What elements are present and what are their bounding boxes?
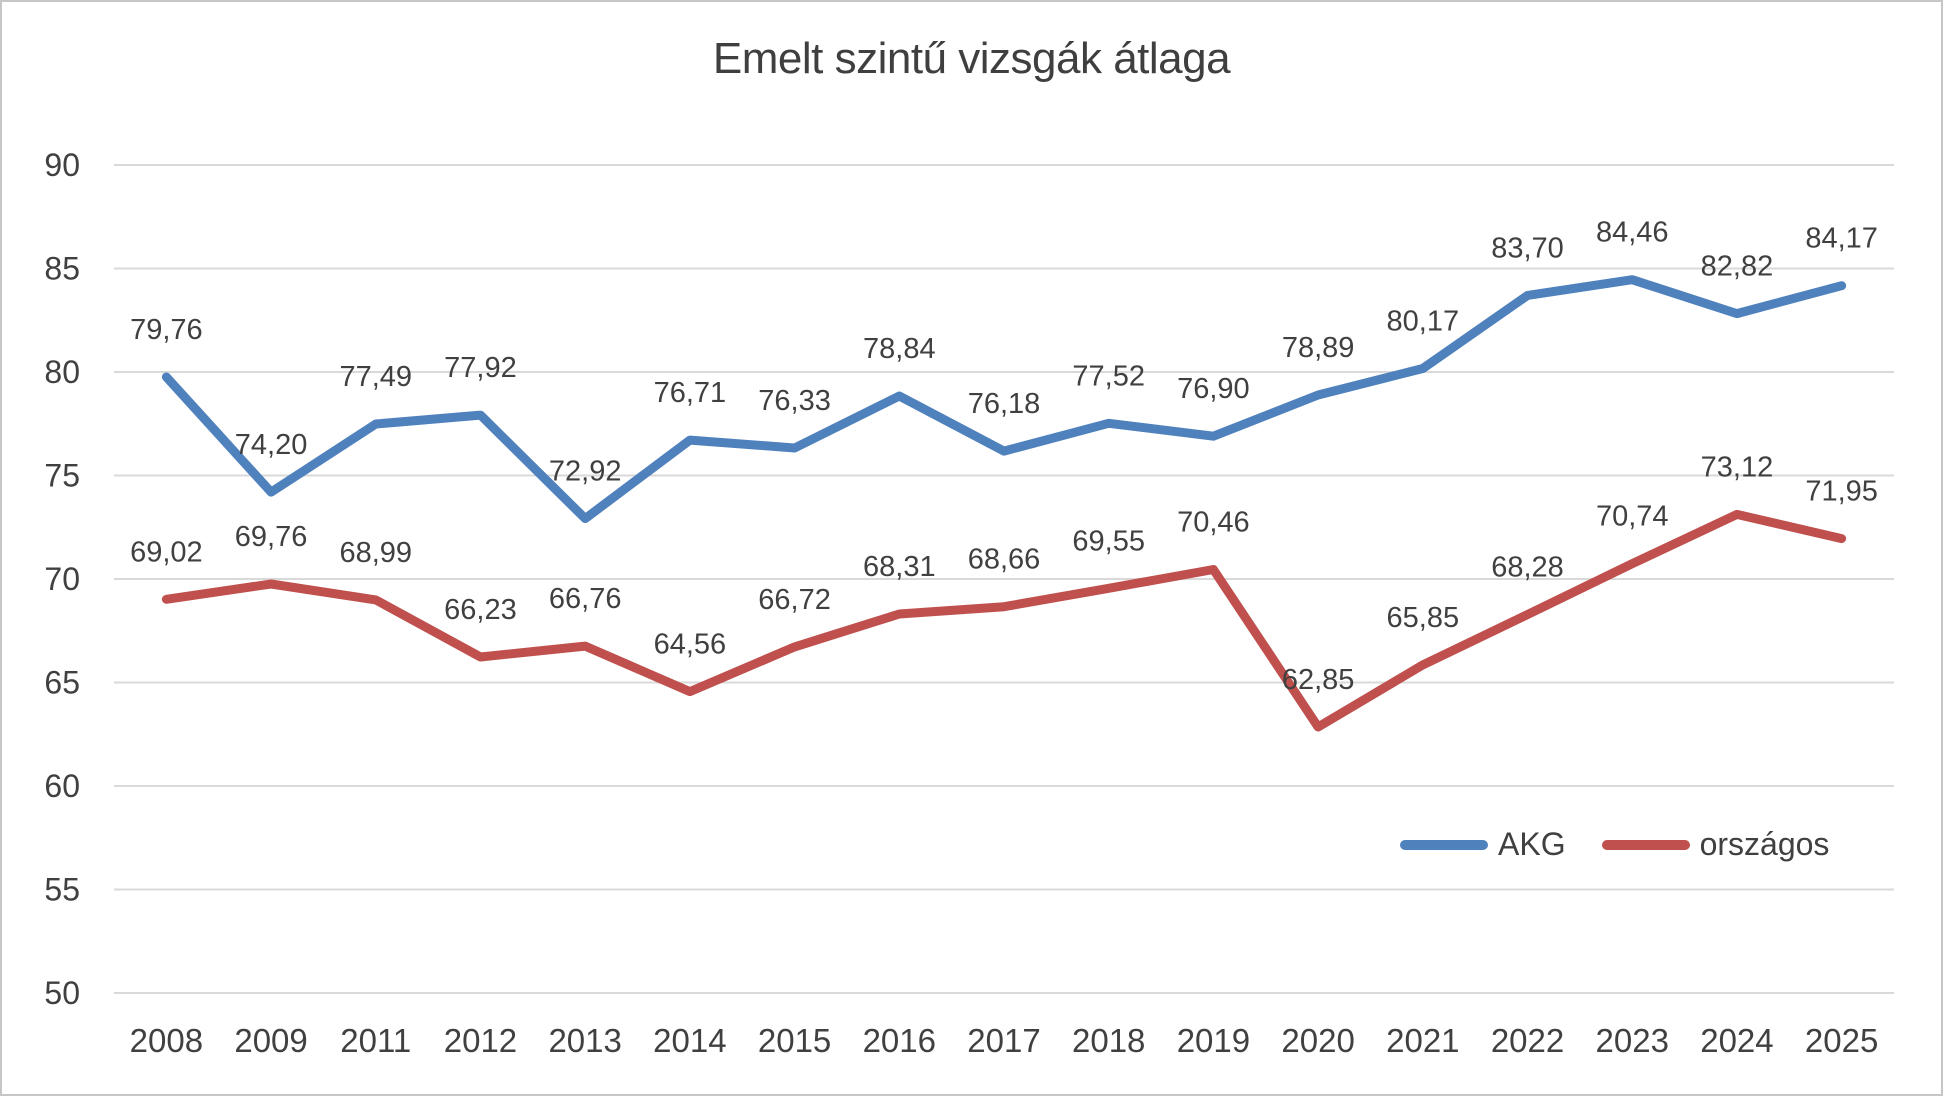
data-label-akg-2017: 76,18 bbox=[968, 388, 1041, 420]
x-axis-tick-2014: 2014 bbox=[653, 1022, 726, 1059]
data-label-orszagos-2011: 68,99 bbox=[339, 537, 412, 569]
data-label-akg-2008: 79,76 bbox=[130, 314, 203, 346]
legend-item-akg[interactable]: AKG bbox=[1400, 826, 1566, 863]
data-label-orszagos-2022: 68,28 bbox=[1491, 552, 1564, 584]
y-axis-tick-50: 50 bbox=[44, 975, 80, 1011]
legend-label-akg: AKG bbox=[1498, 826, 1566, 862]
x-axis-tick-2018: 2018 bbox=[1072, 1022, 1145, 1059]
data-label-akg-2014: 76,71 bbox=[654, 377, 727, 409]
data-label-orszagos-2019: 70,46 bbox=[1177, 506, 1250, 538]
y-axis-tick-90: 90 bbox=[44, 147, 80, 183]
data-label-akg-2012: 77,92 bbox=[444, 352, 517, 384]
y-axis-tick-85: 85 bbox=[44, 251, 80, 287]
y-axis-tick-70: 70 bbox=[44, 561, 80, 597]
data-label-akg-2018: 77,52 bbox=[1072, 360, 1145, 392]
data-label-akg-2023: 84,46 bbox=[1596, 217, 1669, 249]
data-label-orszagos-2015: 66,72 bbox=[758, 584, 831, 616]
data-label-akg-2016: 78,84 bbox=[863, 333, 936, 365]
x-axis-tick-2019: 2019 bbox=[1177, 1022, 1250, 1059]
x-axis-tick-2013: 2013 bbox=[548, 1022, 621, 1059]
x-axis-tick-2016: 2016 bbox=[863, 1022, 936, 1059]
legend-item-orszagos[interactable]: országos bbox=[1601, 826, 1830, 863]
orszagos-series-swatch-icon bbox=[1601, 839, 1690, 850]
data-label-orszagos-2014: 64,56 bbox=[654, 629, 727, 661]
data-label-akg-2024: 82,82 bbox=[1701, 251, 1774, 283]
data-label-akg-2019: 76,90 bbox=[1177, 373, 1250, 405]
data-label-akg-2020: 78,89 bbox=[1282, 332, 1355, 364]
data-label-akg-2009: 74,20 bbox=[235, 429, 308, 461]
x-axis-tick-2015: 2015 bbox=[758, 1022, 831, 1059]
data-label-orszagos-2009: 69,76 bbox=[235, 521, 308, 553]
x-axis-tick-2020: 2020 bbox=[1281, 1022, 1354, 1059]
x-axis-tick-2012: 2012 bbox=[444, 1022, 517, 1059]
data-label-orszagos-2021: 65,85 bbox=[1387, 602, 1460, 634]
y-axis-tick-80: 80 bbox=[44, 354, 80, 390]
data-label-akg-2015: 76,33 bbox=[758, 385, 831, 417]
x-axis-tick-2009: 2009 bbox=[234, 1022, 307, 1059]
x-axis-tick-2022: 2022 bbox=[1491, 1022, 1564, 1059]
x-axis-tick-2024: 2024 bbox=[1700, 1022, 1773, 1059]
x-axis-tick-2017: 2017 bbox=[967, 1022, 1040, 1059]
x-axis-tick-2025: 2025 bbox=[1805, 1022, 1878, 1059]
y-axis-tick-75: 75 bbox=[44, 458, 80, 494]
data-label-akg-2022: 83,70 bbox=[1491, 232, 1564, 264]
series-line-akg[interactable] bbox=[161, 275, 1847, 524]
chart-legend: AKG országos bbox=[1400, 826, 1829, 863]
data-label-orszagos-2020: 62,85 bbox=[1282, 664, 1355, 696]
data-label-orszagos-2013: 66,76 bbox=[549, 583, 622, 615]
x-axis-tick-2011: 2011 bbox=[340, 1022, 411, 1059]
akg-series-swatch-icon bbox=[1400, 839, 1488, 850]
data-label-orszagos-2023: 70,74 bbox=[1596, 501, 1669, 533]
data-label-akg-2011: 77,49 bbox=[339, 361, 412, 393]
x-axis-tick-2023: 2023 bbox=[1596, 1022, 1669, 1059]
x-axis-tick-2008: 2008 bbox=[130, 1022, 203, 1059]
data-label-akg-2021: 80,17 bbox=[1387, 305, 1460, 337]
data-label-akg-2025: 84,17 bbox=[1805, 223, 1878, 255]
legend-label-orszagos: országos bbox=[1699, 826, 1830, 862]
data-label-orszagos-2016: 68,31 bbox=[863, 551, 936, 583]
data-label-akg-2013: 72,92 bbox=[549, 456, 622, 488]
chart-title: Emelt szintű vizsgák átlaga bbox=[712, 34, 1231, 83]
data-label-orszagos-2018: 69,55 bbox=[1072, 525, 1145, 557]
data-label-orszagos-2012: 66,23 bbox=[444, 594, 517, 626]
data-label-orszagos-2008: 69,02 bbox=[130, 536, 203, 568]
y-axis-tick-60: 60 bbox=[44, 768, 80, 804]
y-axis-tick-65: 65 bbox=[44, 665, 80, 701]
y-axis-tick-55: 55 bbox=[44, 872, 80, 908]
series-line-orszagos[interactable] bbox=[161, 509, 1847, 732]
data-label-orszagos-2024: 73,12 bbox=[1701, 451, 1774, 483]
data-label-orszagos-2025: 71,95 bbox=[1805, 476, 1878, 508]
x-axis-tick-2021: 2021 bbox=[1386, 1022, 1459, 1059]
data-label-orszagos-2017: 68,66 bbox=[968, 544, 1041, 576]
